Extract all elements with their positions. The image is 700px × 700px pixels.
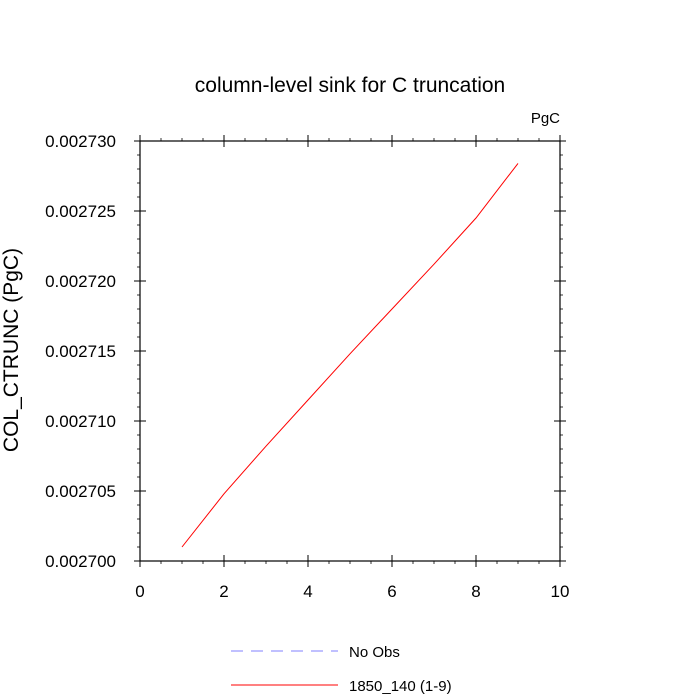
legend-label: No Obs <box>349 644 400 661</box>
data-series <box>181 163 519 548</box>
chart-title: column-level sink for C truncation <box>195 74 505 97</box>
x-tick-label: 10 <box>551 582 570 601</box>
x-tick-label: 6 <box>387 582 396 601</box>
y-tick-label: 0.002725 <box>45 202 116 221</box>
y-tick-label: 0.002730 <box>45 132 116 151</box>
x-tick-label: 0 <box>135 582 144 601</box>
legend: No Obs 1850_140 (1-9) <box>231 644 452 695</box>
units-label: PgC <box>531 110 560 127</box>
x-tick-label: 8 <box>471 582 480 601</box>
series-line <box>181 163 519 548</box>
y-tick-label: 0.002720 <box>45 272 116 291</box>
y-tick-label: 0.002710 <box>45 412 116 431</box>
legend-label: 1850_140 (1-9) <box>349 678 452 695</box>
plot-frame <box>139 140 561 562</box>
y-tick-label: 0.002705 <box>45 482 116 501</box>
x-tick-label: 2 <box>219 582 228 601</box>
y-tick-label: 0.002715 <box>45 342 116 361</box>
axes: 0 2 4 6 8 10 0.002700 0.002705 0.002710 0.002715 0… <box>45 132 569 601</box>
x-tick-label: 4 <box>303 582 312 601</box>
y-tick-label: 0.002700 <box>45 552 116 571</box>
y-axis-label: COL_CTRUNC (PgC) <box>0 248 23 452</box>
